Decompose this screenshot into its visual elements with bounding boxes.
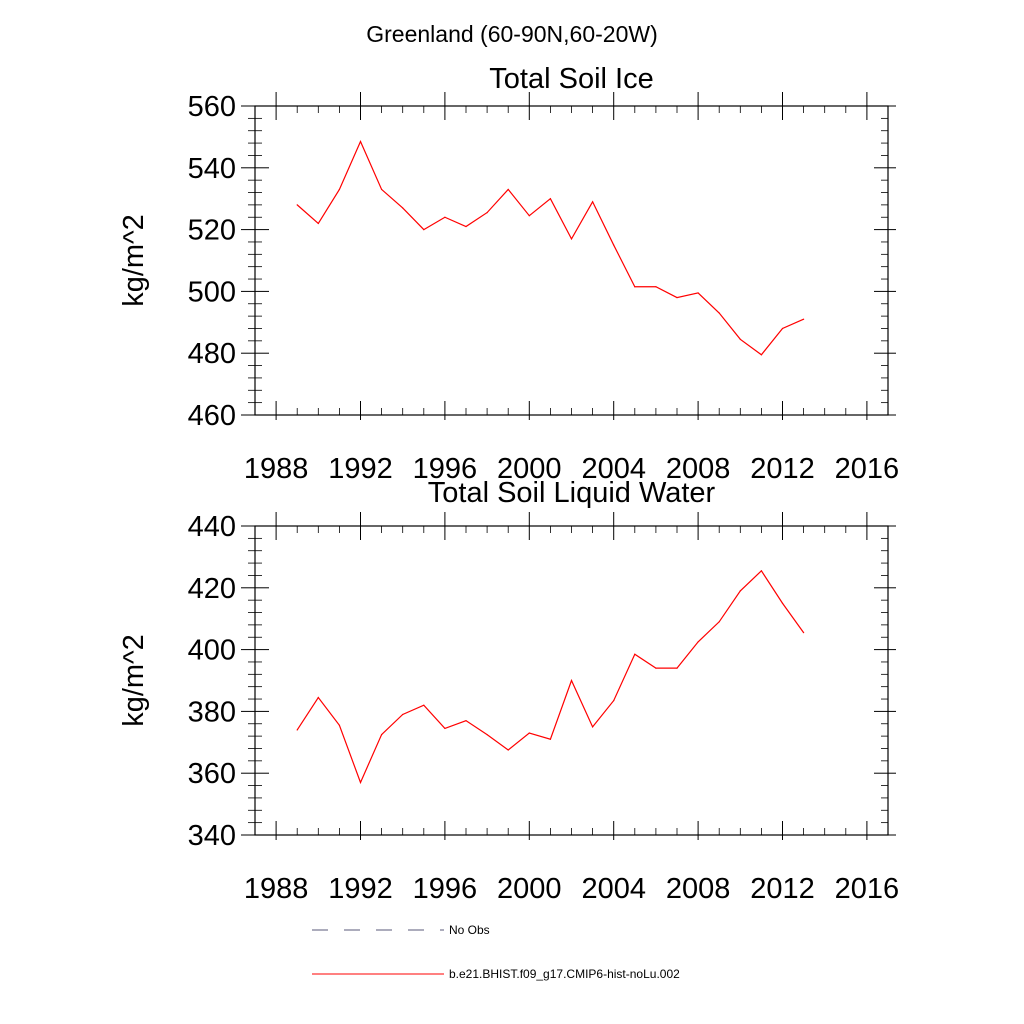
data-point <box>296 204 298 206</box>
legend-label: b.e21.BHIST.f09_g17.CMIP6-hist-noLu.002 <box>449 967 680 981</box>
data-point <box>402 207 404 209</box>
data-point <box>465 720 467 722</box>
y-tick-label: 540 <box>188 153 236 185</box>
data-point <box>402 713 404 716</box>
data-point <box>655 286 657 288</box>
data-point <box>338 724 340 726</box>
data-point <box>570 238 573 240</box>
chart-legend: No Obs b.e21.BHIST.f09_g17.CMIP6-hist-noL… <box>312 923 680 981</box>
data-point <box>444 727 446 729</box>
data-point <box>634 286 636 288</box>
data-point <box>381 188 383 191</box>
y-axis-label: kg/m^2 <box>118 634 150 727</box>
y-tick-label: 340 <box>188 820 236 852</box>
data-point <box>296 729 298 731</box>
data-point <box>423 704 425 706</box>
data-point <box>423 229 425 231</box>
data-point <box>634 653 636 655</box>
x-tick-label: 2016 <box>835 873 900 905</box>
data-point <box>507 188 509 191</box>
data-point <box>592 726 594 728</box>
chart-title: Total Soil Ice <box>489 63 653 95</box>
legend-label: No Obs <box>449 923 490 937</box>
data-point <box>718 312 720 314</box>
data-point <box>486 733 488 736</box>
y-tick-label: 380 <box>188 696 236 728</box>
chart-title: Total Soil Liquid Water <box>428 477 716 509</box>
x-tick-label: 2016 <box>835 453 900 485</box>
y-tick-label: 420 <box>188 573 236 605</box>
chart-panels: Total Soil Ice 1988 1992 1996 2000 2004 2008 20… <box>118 63 899 905</box>
data-point <box>676 667 678 669</box>
data-point <box>739 338 741 340</box>
figure-title: Greenland (60-90N,60-20W) <box>366 21 657 47</box>
x-tick-label: 1992 <box>328 453 393 485</box>
y-tick-label: 480 <box>188 338 236 370</box>
data-point <box>739 590 741 592</box>
data-point <box>781 602 784 604</box>
data-point <box>570 679 573 682</box>
y-tick-label: 360 <box>188 758 236 790</box>
y-tick-label: 460 <box>188 400 236 432</box>
y-tick-label: 500 <box>188 276 236 308</box>
data-point <box>760 354 763 356</box>
data-point <box>613 244 615 246</box>
data-point <box>697 641 699 643</box>
x-tick-label: 1992 <box>328 873 393 905</box>
data-point <box>444 216 446 218</box>
data-point <box>486 212 488 214</box>
data-point <box>718 621 720 623</box>
x-tick-label: 2012 <box>750 453 815 485</box>
data-point <box>549 198 552 200</box>
data-point <box>592 201 594 203</box>
y-tick-label: 560 <box>188 91 236 123</box>
x-tick-label: 1996 <box>413 873 478 905</box>
data-point <box>613 699 615 702</box>
x-tick-label: 2004 <box>581 453 646 485</box>
data-point <box>549 738 552 740</box>
chart-panel-2: Total Soil Liquid Water 1988 1992 1996 2000 2… <box>118 477 899 905</box>
x-tick-label: 2004 <box>581 873 646 905</box>
y-tick-label: 440 <box>188 511 236 543</box>
data-point <box>359 781 362 784</box>
data-point <box>317 222 319 225</box>
data-point <box>465 225 467 228</box>
x-tick-label: 2008 <box>666 453 731 485</box>
y-tick-label: 520 <box>188 215 236 247</box>
x-tick-label: 2000 <box>497 873 562 905</box>
x-tick-label: 2012 <box>750 873 815 905</box>
chart-panel-1: Total Soil Ice 1988 1992 1996 2000 2004 2008 20… <box>118 63 899 485</box>
x-tick-label: 2008 <box>666 873 731 905</box>
data-point <box>338 188 340 191</box>
data-point <box>655 667 657 669</box>
data-point <box>676 296 678 299</box>
data-point <box>803 632 805 634</box>
data-point <box>781 327 784 330</box>
data-point <box>507 749 509 751</box>
x-tick-label: 2000 <box>497 453 562 485</box>
data-point <box>317 696 319 699</box>
x-tick-label: 1988 <box>244 453 309 485</box>
data-point <box>381 733 383 736</box>
data-point <box>528 732 530 734</box>
x-tick-label: 1996 <box>413 453 478 485</box>
y-tick-label: 400 <box>188 635 236 667</box>
data-point <box>359 140 362 143</box>
data-point <box>803 318 805 320</box>
y-axis-label: kg/m^2 <box>118 214 150 307</box>
x-tick-label: 1988 <box>244 873 309 905</box>
data-point <box>697 292 699 294</box>
data-point <box>528 215 530 217</box>
data-point <box>760 570 763 572</box>
